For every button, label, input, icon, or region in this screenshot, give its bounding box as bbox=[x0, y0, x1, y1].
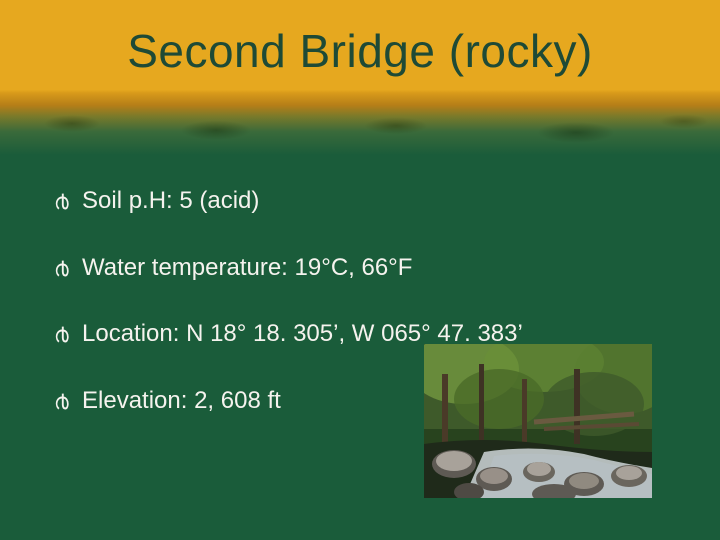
list-item: ൪ Water temperature: 19°C, 66°F bbox=[54, 253, 680, 284]
slide-title: Second Bridge (rocky) bbox=[0, 24, 720, 78]
list-item: ൪ Soil p.H: 5 (acid) bbox=[54, 186, 680, 217]
bullet-text: Water temperature: 19°C, 66°F bbox=[82, 253, 680, 283]
bullet-glyph-icon: ൪ bbox=[54, 186, 82, 217]
bullet-text: Soil p.H: 5 (acid) bbox=[82, 186, 680, 216]
bullet-glyph-icon: ൪ bbox=[54, 319, 82, 350]
photo-forest-stream bbox=[424, 344, 652, 498]
slide: Second Bridge (rocky) ൪ Soil p.H: 5 (aci… bbox=[0, 0, 720, 540]
bullet-glyph-icon: ൪ bbox=[54, 253, 82, 284]
bullet-glyph-icon: ൪ bbox=[54, 386, 82, 417]
